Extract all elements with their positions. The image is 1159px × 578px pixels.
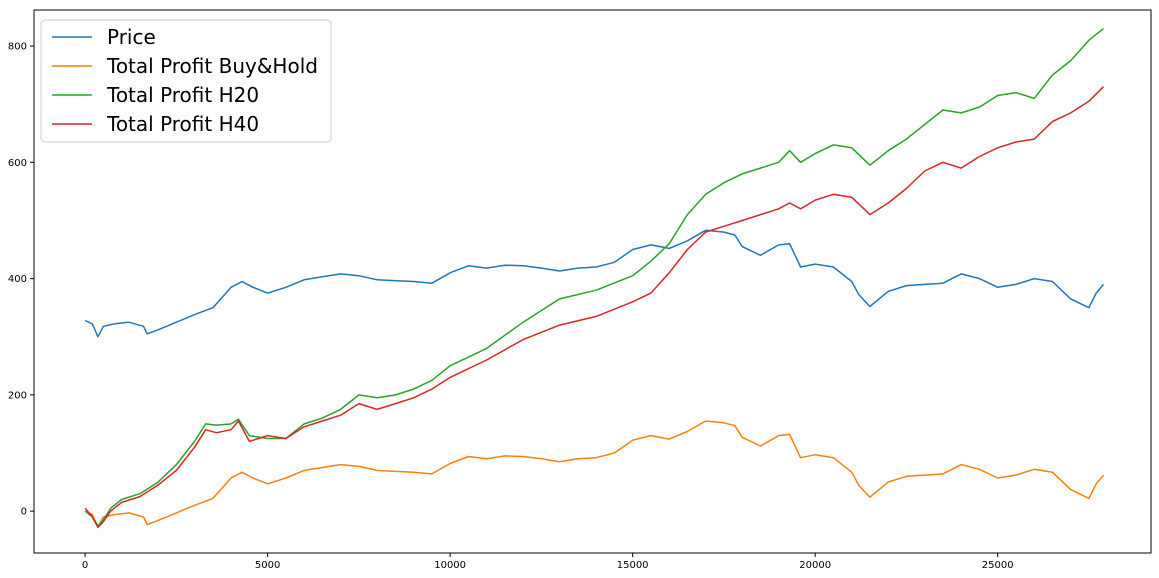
x-tick-label: 5000 [255,560,280,571]
series-line-total-profit-buy-hold [84,420,1105,529]
legend-label-price: Price [107,25,156,49]
y-axis: 0 200 400 600 800 [8,42,34,518]
legend-label-total-profit-buy-hold: Total Profit Buy&Hold [106,54,318,78]
x-axis: 0 5000 10000 15000 20000 25000 [82,553,1014,571]
legend-box [40,19,332,143]
y-tick-label: 0 [21,507,27,518]
x-tick-label: 20000 [799,560,831,571]
legend-label-total-profit-h20: Total Profit H20 [106,83,259,107]
x-tick-label: 25000 [982,560,1014,571]
y-tick-label: 600 [8,158,27,169]
y-tick-label: 200 [8,390,27,401]
series-line-total-profit-h40 [84,86,1105,529]
plot-frame [33,9,1152,554]
series-line-total-profit-h20 [84,28,1104,527]
x-tick-label: 10000 [434,560,466,571]
x-tick-label: 15000 [617,560,649,571]
legend-label-total-profit-h40: Total Profit H40 [106,112,259,136]
series-line-price [84,229,1105,338]
legend: Price Total Profit Buy&Hold Total Profit H… [40,19,332,143]
y-tick-label: 400 [8,274,27,285]
series-layer [84,28,1105,529]
y-tick-label: 800 [8,42,27,53]
x-tick-label: 0 [82,560,88,571]
